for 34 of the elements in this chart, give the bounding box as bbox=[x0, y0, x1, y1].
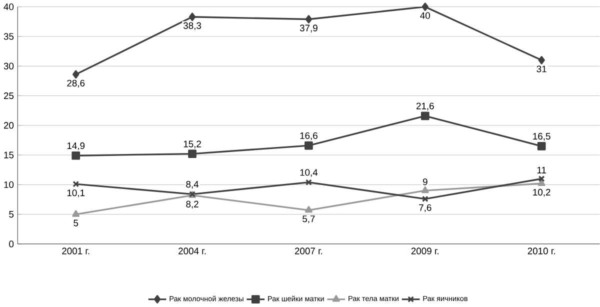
data-label: 40 bbox=[420, 12, 430, 19]
y-tick-label: 35 bbox=[4, 33, 14, 40]
data-label: 38,3 bbox=[184, 22, 202, 30]
y-tick-label: 40 bbox=[4, 3, 14, 10]
data-label: 11 bbox=[537, 166, 546, 174]
y-tick-label: 0 bbox=[9, 240, 14, 248]
y-tick-label: 15 bbox=[4, 152, 14, 158]
data-label: 5,7 bbox=[302, 216, 315, 224]
data-label: 8,2 bbox=[186, 200, 198, 209]
data-label: 15,2 bbox=[184, 140, 201, 148]
data-label: 31 bbox=[536, 66, 546, 72]
y-tick-label: 10 bbox=[4, 181, 14, 188]
data-label: 5 bbox=[74, 220, 78, 226]
y-tick-label: 5 bbox=[9, 211, 14, 218]
y-tick-label: 25 bbox=[4, 92, 14, 100]
x-tick-label: 2010 г. bbox=[528, 248, 555, 254]
data-label: 10,2 bbox=[533, 188, 550, 197]
x-tick-label: 2001 г. bbox=[62, 248, 90, 254]
data-label: 10,1 bbox=[67, 190, 85, 198]
x-tick-label: 2007 г. bbox=[294, 248, 322, 254]
data-label: 37,9 bbox=[300, 24, 318, 32]
data-label: 9 bbox=[422, 178, 428, 186]
y-tick-label: 30 bbox=[4, 62, 14, 70]
data-label: 7,6 bbox=[419, 204, 432, 212]
data-label: 28,6 bbox=[67, 80, 85, 88]
data-label: 16,5 bbox=[533, 132, 550, 141]
x-tick-label: 2004 г. bbox=[178, 248, 206, 254]
data-label: 10,4 bbox=[300, 169, 318, 177]
data-label: 8,4 bbox=[186, 180, 199, 189]
x-tick-label: 2009 г. bbox=[411, 248, 438, 254]
data-label: 14,9 bbox=[67, 142, 85, 150]
data-label: 21,6 bbox=[416, 102, 434, 110]
data-label: 16,6 bbox=[300, 132, 318, 140]
y-tick-label: 20 bbox=[4, 122, 14, 129]
